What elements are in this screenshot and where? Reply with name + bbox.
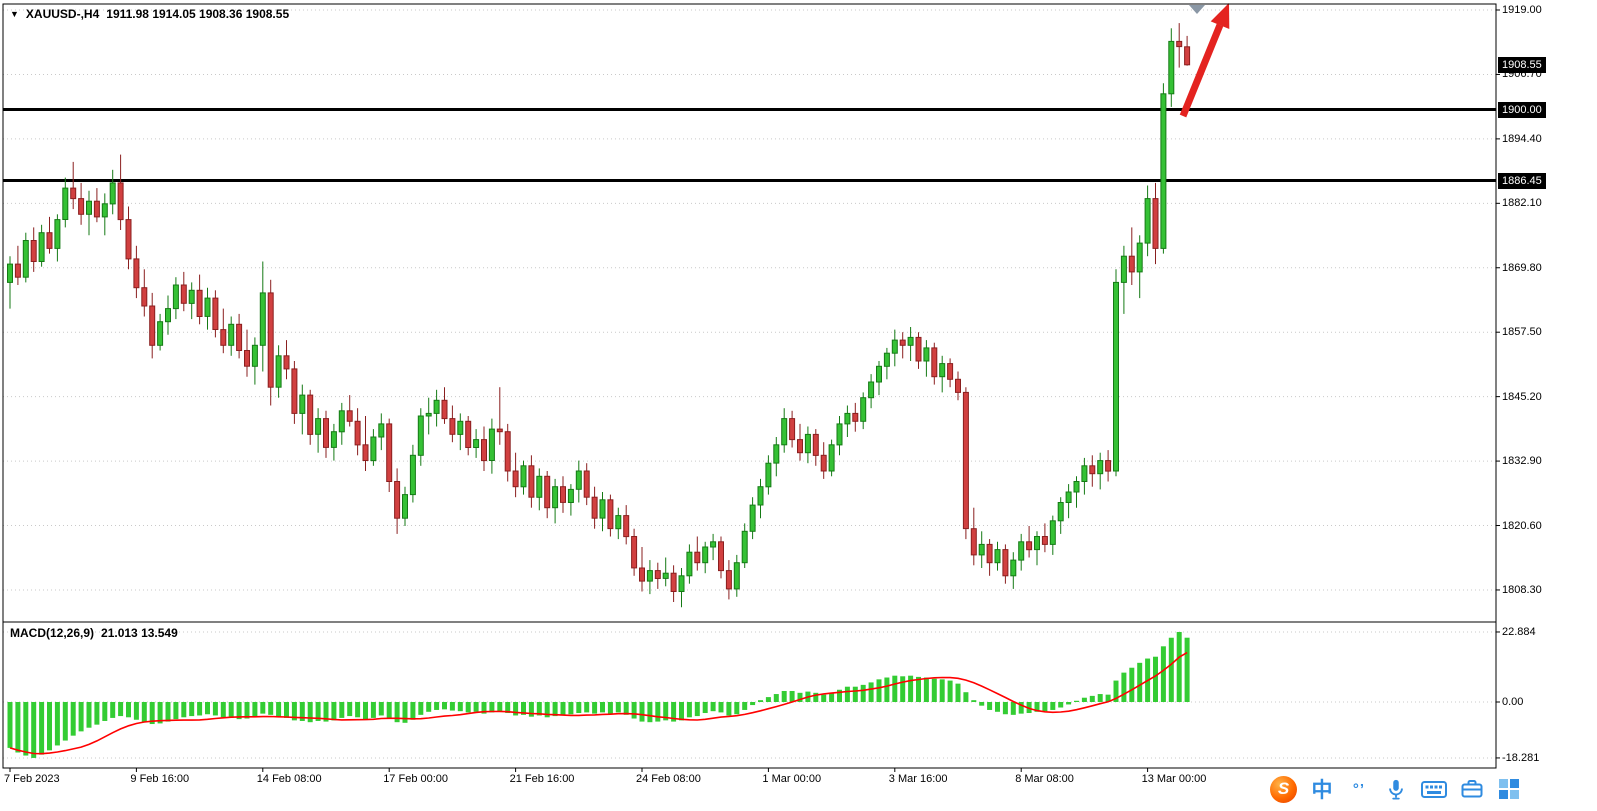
- symbol-period-label: XAUUSD-,H4: [25, 7, 100, 21]
- trend-arrow-annotation[interactable]: [1179, 3, 1230, 118]
- price-axis-label: 1845.20: [1502, 390, 1542, 403]
- keyboard-icon: [1421, 781, 1447, 798]
- macd-values: 21.013 13.549: [101, 626, 178, 640]
- grid-icon: [1499, 779, 1519, 799]
- virtual-keyboard-button[interactable]: [1421, 775, 1447, 803]
- chart-borders: [2, 3, 1497, 769]
- macd-signal-line: [9, 651, 1188, 755]
- toolbox-icon: [1461, 780, 1483, 798]
- macd-name: MACD(12,26,9): [10, 626, 95, 640]
- time-axis-label: 9 Feb 16:00: [130, 773, 190, 785]
- punctuation-mode-button[interactable]: °’: [1352, 780, 1366, 798]
- price-axis-label: 1894.40: [1502, 132, 1542, 145]
- price-gridlines: [3, 9, 1496, 591]
- current-price-tag: 1908.55: [1498, 56, 1546, 73]
- level-price-tag: 1886.45: [1498, 172, 1546, 189]
- time-axis-label: 7 Feb 2023: [4, 773, 60, 785]
- input-method-toolbar: S 中 °’: [1270, 774, 1521, 804]
- toolbox-button[interactable]: [1460, 775, 1484, 803]
- macd-scale-label: -18.281: [1502, 751, 1540, 764]
- sogou-logo-icon: S: [1270, 775, 1297, 803]
- time-axis-label: 1 Mar 00:00: [762, 773, 822, 785]
- ohlc-readout: 1911.98 1914.05 1908.36 1908.55: [106, 7, 290, 21]
- time-axis-label: 21 Feb 16:00: [509, 773, 575, 785]
- macd-scale-label: 22.884: [1502, 625, 1536, 638]
- time-axis-label: 17 Feb 00:00: [383, 773, 449, 785]
- axis-ticks: [9, 9, 1500, 772]
- collapse-panel-icon[interactable]: ▼: [10, 9, 19, 19]
- candles: [7, 23, 1191, 608]
- macd-histogram: [7, 631, 1190, 758]
- chart-header: ▼ XAUUSD-,H4 1911.98 1914.05 1908.36 190…: [10, 7, 289, 21]
- time-axis-label: 3 Mar 16:00: [888, 773, 948, 785]
- price-axis-label: 1808.30: [1502, 583, 1542, 596]
- time-axis-label: 8 Mar 08:00: [1015, 773, 1074, 785]
- price-axis-label: 1869.80: [1502, 261, 1542, 274]
- price-axis-label: 1919.00: [1502, 4, 1542, 16]
- chinese-mode-button[interactable]: 中: [1311, 779, 1333, 802]
- horizontal-level-lines: [3, 108, 1496, 183]
- time-axis-label: 24 Feb 08:00: [636, 773, 701, 785]
- time-axis-label: 13 Mar 00:00: [1141, 773, 1207, 785]
- price-axis-label: 1820.60: [1502, 519, 1542, 532]
- price-axis-label: 1882.10: [1502, 197, 1542, 210]
- time-axis-label: 14 Feb 08:00: [256, 773, 322, 785]
- macd-scale-label: 0.00: [1502, 696, 1524, 708]
- macd-indicator-label: MACD(12,26,9) 21.013 13.549: [10, 626, 178, 640]
- object-anchor-icon[interactable]: [1189, 5, 1205, 14]
- macd-gridlines: [3, 631, 1496, 759]
- sogou-input-button[interactable]: S: [1270, 775, 1297, 803]
- price-axis-label: 1832.90: [1502, 455, 1542, 468]
- price-axis-label: 1857.50: [1502, 326, 1542, 339]
- expand-grid-button[interactable]: [1497, 775, 1521, 803]
- microphone-icon: [1389, 779, 1403, 800]
- level-price-tag: 1900.00: [1498, 101, 1546, 118]
- voice-input-button[interactable]: [1384, 775, 1408, 803]
